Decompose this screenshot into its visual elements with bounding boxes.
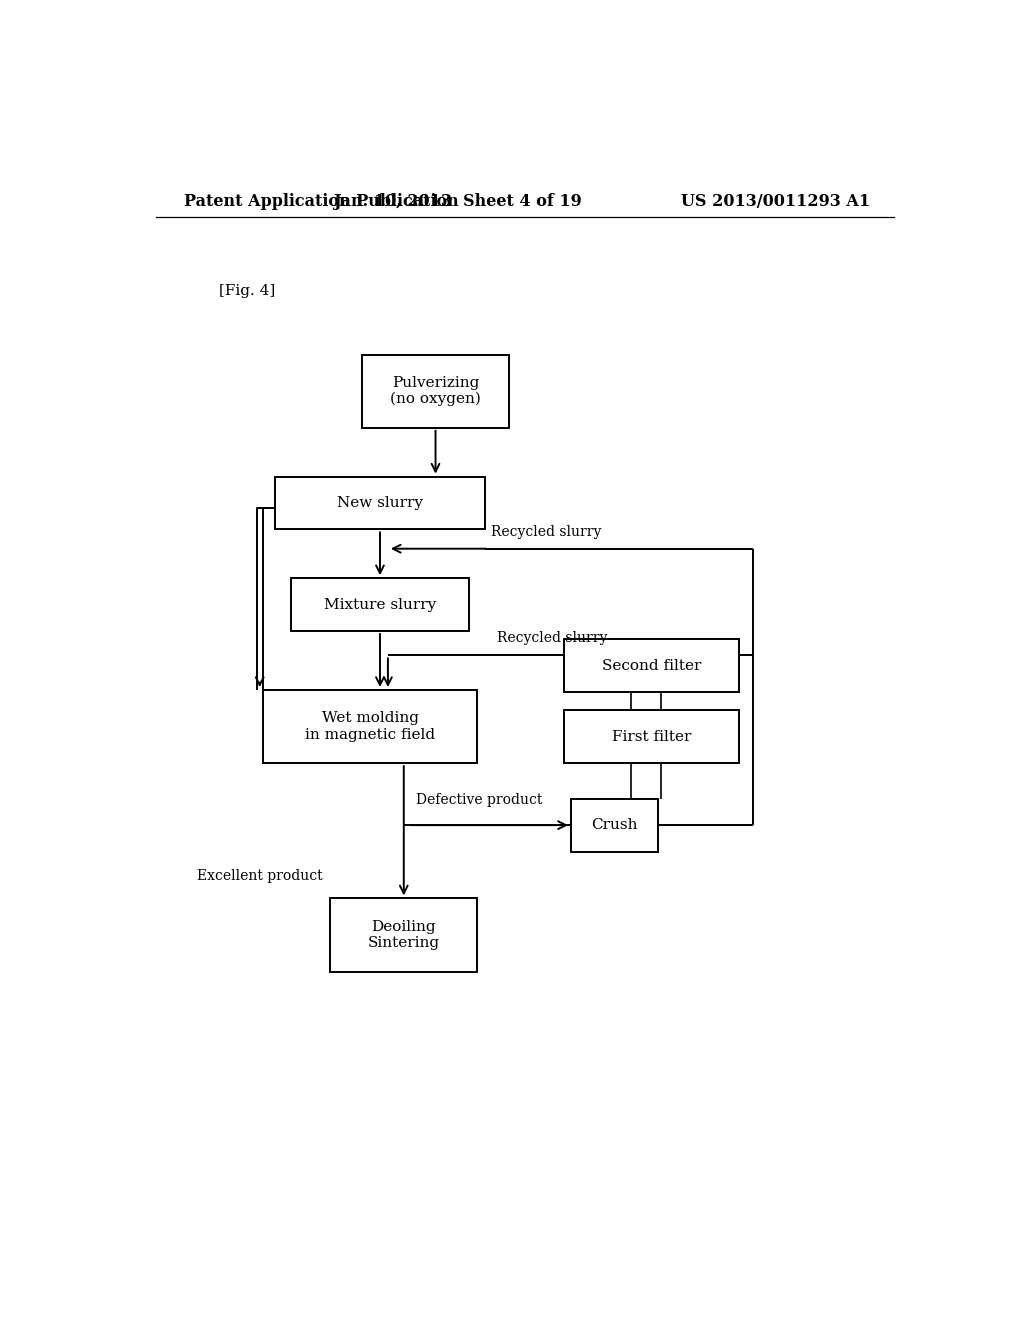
- Text: Defective product: Defective product: [416, 793, 542, 807]
- Text: Deoiling
Sintering: Deoiling Sintering: [368, 920, 440, 950]
- Bar: [570, 799, 658, 851]
- Text: New slurry: New slurry: [337, 496, 423, 510]
- Text: [Fig. 4]: [Fig. 4]: [219, 284, 275, 297]
- Text: Pulverizing
(no oxygen): Pulverizing (no oxygen): [390, 376, 481, 407]
- Bar: [291, 578, 469, 631]
- Text: Recycled slurry: Recycled slurry: [492, 524, 602, 539]
- Text: Second filter: Second filter: [602, 659, 701, 673]
- Text: Crush: Crush: [591, 818, 638, 832]
- Text: Patent Application Publication: Patent Application Publication: [183, 193, 459, 210]
- Text: Recycled slurry: Recycled slurry: [497, 631, 607, 645]
- Bar: [331, 899, 477, 972]
- Bar: [564, 710, 739, 763]
- Text: US 2013/0011293 A1: US 2013/0011293 A1: [681, 193, 870, 210]
- Text: Mixture slurry: Mixture slurry: [324, 598, 436, 611]
- Text: Jan. 10, 2013  Sheet 4 of 19: Jan. 10, 2013 Sheet 4 of 19: [333, 193, 582, 210]
- Text: First filter: First filter: [612, 730, 691, 743]
- Text: Wet molding
in magnetic field: Wet molding in magnetic field: [305, 711, 435, 742]
- Bar: [564, 639, 739, 692]
- Text: Excellent product: Excellent product: [197, 869, 323, 883]
- Bar: [263, 690, 477, 763]
- Bar: [362, 355, 509, 428]
- Bar: [274, 477, 485, 529]
